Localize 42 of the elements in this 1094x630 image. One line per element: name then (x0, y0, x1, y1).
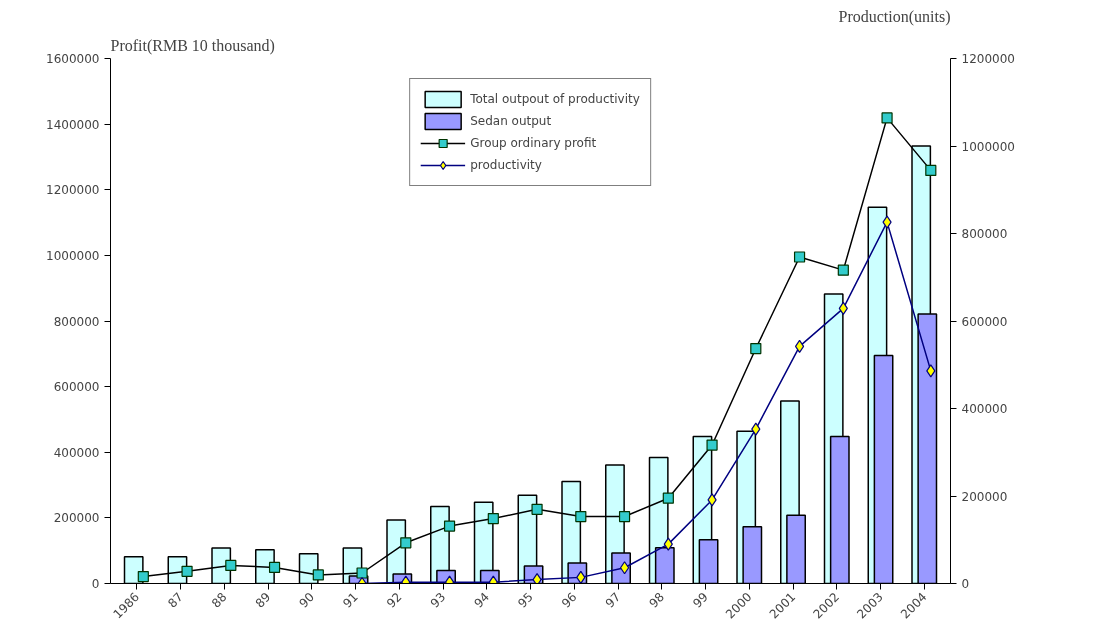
y2-tick-label: 800000 (961, 227, 1008, 241)
x-tick-label: 95 (515, 589, 536, 611)
y-tick-label: 800000 (53, 314, 100, 329)
y-tick-label: 600000 (53, 380, 100, 395)
point (838, 301, 848, 315)
legend-label: Group ordinary profit (470, 136, 597, 150)
point (707, 493, 717, 507)
y-tick-label: 1000000 (46, 248, 100, 263)
point (751, 422, 761, 436)
point (882, 215, 892, 229)
x-tick-label: 92 (383, 589, 405, 611)
point (926, 364, 936, 378)
x-tick-label: 89 (252, 589, 274, 611)
legend-label: productivity (470, 158, 542, 172)
x-tick-label: 96 (558, 589, 580, 611)
y-tick-label: 0 (91, 577, 100, 591)
x-tick-label: 93 (427, 589, 449, 611)
point (794, 339, 805, 353)
y-tick-label: 400000 (53, 445, 100, 460)
y-tick-label: 1200000 (46, 183, 100, 198)
x-tick-label: 90 (296, 589, 318, 611)
y-tick-label: 1400000 (46, 117, 100, 132)
y-tick-label: 1600000 (46, 52, 100, 66)
point (663, 537, 673, 551)
y-axis-title: Profit(RMB 10 thousand) (110, 36, 275, 55)
y2-tick-label: 0 (961, 577, 970, 591)
y2-tick-label: 400000 (961, 402, 1008, 416)
x-tick-label: 94 (471, 589, 493, 611)
x-tick-label: 91 (340, 589, 361, 611)
x-tick-label: 87 (165, 589, 186, 611)
legend-label: Total outpout of productivity (470, 92, 640, 106)
x-tick-label: 97 (602, 589, 624, 611)
y2-tick-label: 600000 (961, 314, 1008, 329)
y2-tick-label: 1200000 (961, 52, 1015, 66)
x-tick-label: 88 (208, 589, 230, 611)
y2-tick-label: 1000000 (961, 139, 1015, 154)
x-tick-label: 99 (690, 589, 711, 611)
x-tick-label: 98 (646, 589, 668, 611)
y2-axis-title: Production(units) (838, 7, 951, 26)
y2-tick-label: 200000 (961, 489, 1008, 504)
legend-label: Sedan output (470, 114, 552, 128)
y-tick-label: 200000 (53, 511, 100, 526)
